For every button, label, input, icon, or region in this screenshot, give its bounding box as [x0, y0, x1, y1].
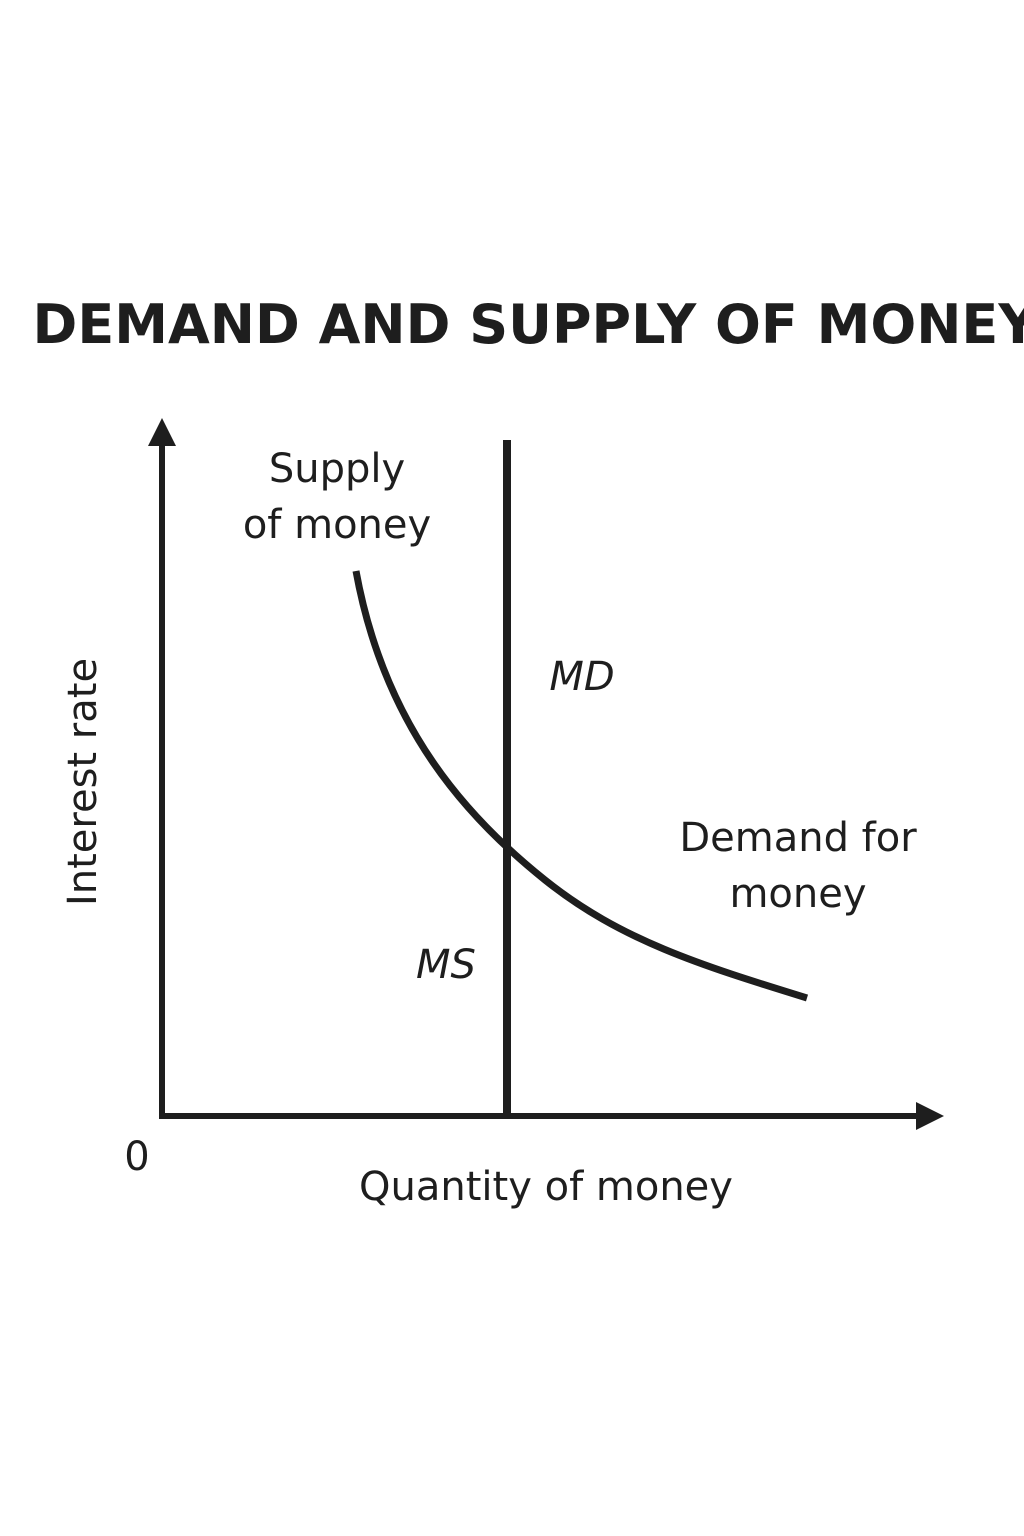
- x-axis-label: Quantity of money: [359, 1164, 733, 1210]
- demand-label-line2: money: [729, 871, 866, 917]
- diagram-title: DEMAND AND SUPPLY OF MONEY: [33, 293, 1024, 356]
- supply-label-line1: Supply: [269, 446, 405, 492]
- md-label: MD: [549, 654, 614, 700]
- supply-label-line2: of money: [243, 502, 431, 548]
- origin-label: 0: [124, 1134, 149, 1180]
- x-axis-arrow-icon: [916, 1102, 944, 1130]
- downward-demand-curve: [352, 570, 809, 1002]
- y-axis-label: Interest rate: [60, 658, 106, 906]
- demand-label-line1: Demand for: [679, 815, 917, 861]
- ms-label: MS: [416, 942, 476, 988]
- y-axis-arrow-icon: [148, 418, 176, 446]
